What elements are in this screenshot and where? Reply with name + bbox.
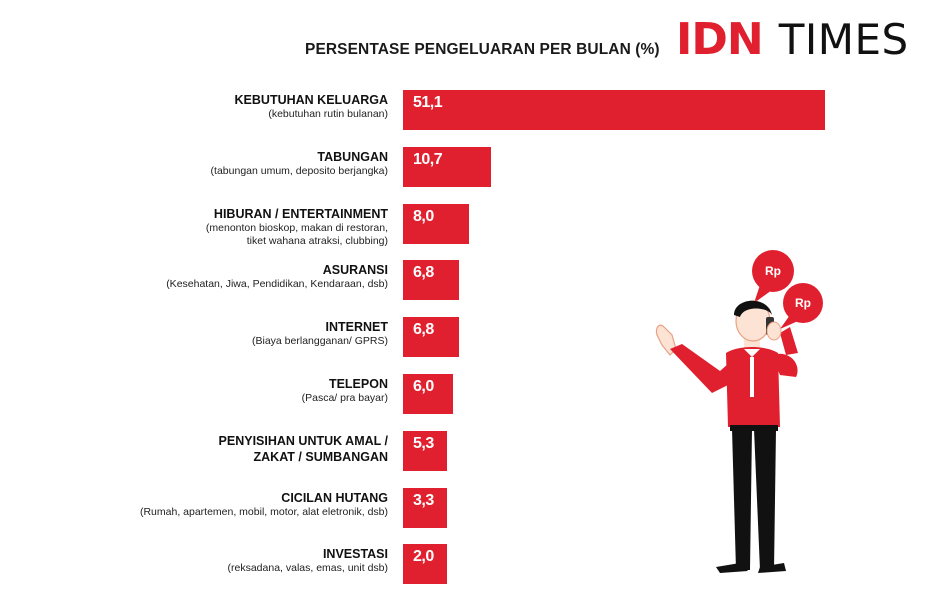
category-description: tiket wahana atraksi, clubbing) xyxy=(246,235,388,247)
bar: 6,0 xyxy=(403,374,453,414)
bar-value-label: 51,1 xyxy=(413,94,443,111)
category-title: KEBUTUHAN KELUARGA xyxy=(234,93,388,107)
logo-idn-text: IDN xyxy=(676,14,764,65)
category-label: PENYISIHAN UNTUK AMAL / ZAKAT / SUMBANGAN xyxy=(219,433,388,465)
bar: 2,0 xyxy=(403,544,447,584)
category-label: INVESTASI (reksadana, valas, emas, unit d… xyxy=(228,546,389,575)
bubble-label-2: Rp xyxy=(795,296,811,310)
category-description: (Biaya berlangganan/ GPRS) xyxy=(252,335,388,347)
bubble-label-1: Rp xyxy=(765,264,781,278)
category-description: (Kesehatan, Jiwa, Pendidikan, Kendaraan,… xyxy=(166,278,388,290)
category-description: (menonton bioskop, makan di restoran, xyxy=(205,222,388,234)
category-label: CICILAN HUTANG (Rumah, apartemen, mobil, … xyxy=(140,490,388,519)
category-description: (kebutuhan rutin bulanan) xyxy=(268,108,388,120)
category-title: HIBURAN / ENTERTAINMENT xyxy=(213,207,388,221)
bar: 8,0 xyxy=(403,204,470,244)
bar-value-label: 2,0 xyxy=(413,548,434,565)
category-title: CICILAN HUTANG xyxy=(281,491,388,505)
bar-value-label: 10,7 xyxy=(413,151,443,168)
category-label: TELEPON (Pasca/ pra bayar) xyxy=(302,376,388,405)
category-label: ASURANSI (Kesehatan, Jiwa, Pendidikan, Ke… xyxy=(166,262,388,291)
category-title: ZAKAT / SUMBANGAN xyxy=(253,450,388,464)
man-on-phone-icon: Rp Rp xyxy=(655,250,823,573)
category-label: INTERNET (Biaya berlangganan/ GPRS) xyxy=(252,319,388,348)
bar-value-label: 5,3 xyxy=(413,435,434,452)
category-title: ASURANSI xyxy=(322,263,388,277)
bar-value-label: 6,8 xyxy=(413,321,434,338)
idn-times-logo: IDN TIMES xyxy=(676,12,909,68)
category-title: TABUNGAN xyxy=(317,150,388,164)
category-label: TABUNGAN (tabungan umum, deposito berjang… xyxy=(211,149,388,178)
category-label: KEBUTUHAN KELUARGA (kebutuhan rutin bulan… xyxy=(235,92,388,121)
bar-value-label: 8,0 xyxy=(413,208,434,225)
category-description: (reksadana, valas, emas, unit dsb) xyxy=(227,562,389,574)
bar: 6,8 xyxy=(403,260,460,300)
bar: 51,1 xyxy=(403,90,825,130)
speech-bubble-2: Rp xyxy=(780,283,823,329)
bar: 3,3 xyxy=(403,488,447,528)
bar: 5,3 xyxy=(403,431,447,471)
bar: 10,7 xyxy=(403,147,492,187)
bar-value-label: 6,8 xyxy=(413,264,434,281)
category-label: HIBURAN / ENTERTAINMENT (menonton bioskop… xyxy=(206,206,388,248)
bar-value-label: 6,0 xyxy=(413,378,434,395)
category-description: (tabungan umum, deposito berjangka) xyxy=(210,165,388,177)
speech-bubble-1: Rp xyxy=(752,250,794,303)
category-title: TELEPON xyxy=(328,377,388,391)
category-description: (Pasca/ pra bayar) xyxy=(301,392,388,404)
category-title: PENYISIHAN UNTUK AMAL / xyxy=(218,434,388,448)
chart-title: PERSENTASE PENGELUARAN PER BULAN (%) xyxy=(305,41,660,58)
category-description: (Rumah, apartemen, mobil, motor, alat el… xyxy=(139,506,388,518)
category-title: INVESTASI xyxy=(322,547,388,561)
bar: 6,8 xyxy=(403,317,460,357)
logo-times-text: TIMES xyxy=(778,15,909,64)
bar-value-label: 3,3 xyxy=(413,492,434,509)
category-title: INTERNET xyxy=(325,320,389,334)
